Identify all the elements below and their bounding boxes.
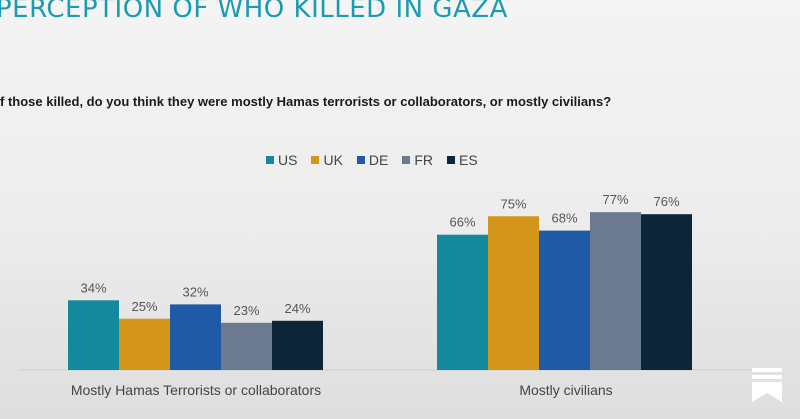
legend-label-fr: FR bbox=[414, 152, 434, 168]
data-label-de-hamas: 32% bbox=[182, 284, 208, 299]
data-label-us-civilians: 66% bbox=[449, 215, 475, 230]
data-label-es-civilians: 76% bbox=[653, 194, 679, 209]
bar-fr-civilians bbox=[590, 212, 641, 370]
data-label-fr-hamas: 23% bbox=[233, 303, 259, 318]
bar-de-hamas bbox=[170, 304, 221, 370]
bar-us-civilians bbox=[437, 234, 488, 370]
chart-title: PERCEPTION OF WHO KILLED IN GAZA bbox=[0, 0, 508, 24]
bar-uk-hamas bbox=[119, 318, 170, 370]
legend-item-us: US bbox=[266, 152, 297, 168]
legend-swatch-es bbox=[447, 156, 456, 164]
category-label-hamas: Mostly Hamas Terrorists or collaborators bbox=[71, 382, 321, 398]
legend-swatch-uk bbox=[311, 156, 320, 164]
legend-label-de: DE bbox=[368, 152, 389, 168]
data-label-us-hamas: 34% bbox=[80, 280, 106, 295]
data-label-es-hamas: 24% bbox=[284, 301, 310, 316]
category-label-civilians: Mostly civilians bbox=[519, 382, 612, 398]
legend-item-fr: FR bbox=[402, 152, 433, 168]
data-label-fr-civilians: 77% bbox=[602, 192, 628, 207]
survey-question: f those killed, do you think they were m… bbox=[0, 94, 612, 109]
legend-swatch-us bbox=[266, 156, 274, 164]
bar-us-hamas bbox=[68, 300, 119, 370]
legend-swatch-de bbox=[356, 156, 365, 164]
legend-label-uk: UK bbox=[323, 152, 343, 168]
bar-de-civilians bbox=[539, 230, 590, 370]
legend: US UK DE FR ES bbox=[266, 152, 478, 168]
data-label-de-civilians: 68% bbox=[551, 211, 577, 226]
bar-es-civilians bbox=[641, 214, 692, 370]
legend-item-uk: UK bbox=[311, 152, 343, 168]
legend-swatch-fr bbox=[402, 156, 411, 164]
legend-item-es: ES bbox=[447, 152, 478, 168]
legend-item-de: DE bbox=[356, 152, 389, 168]
bar-uk-civilians bbox=[488, 216, 539, 370]
data-label-uk-hamas: 25% bbox=[131, 299, 157, 314]
data-label-uk-civilians: 75% bbox=[500, 196, 526, 211]
legend-label-es: ES bbox=[459, 152, 478, 168]
bar-fr-hamas bbox=[221, 322, 272, 370]
bar-es-hamas bbox=[272, 320, 323, 370]
legend-label-us: US bbox=[278, 152, 298, 168]
